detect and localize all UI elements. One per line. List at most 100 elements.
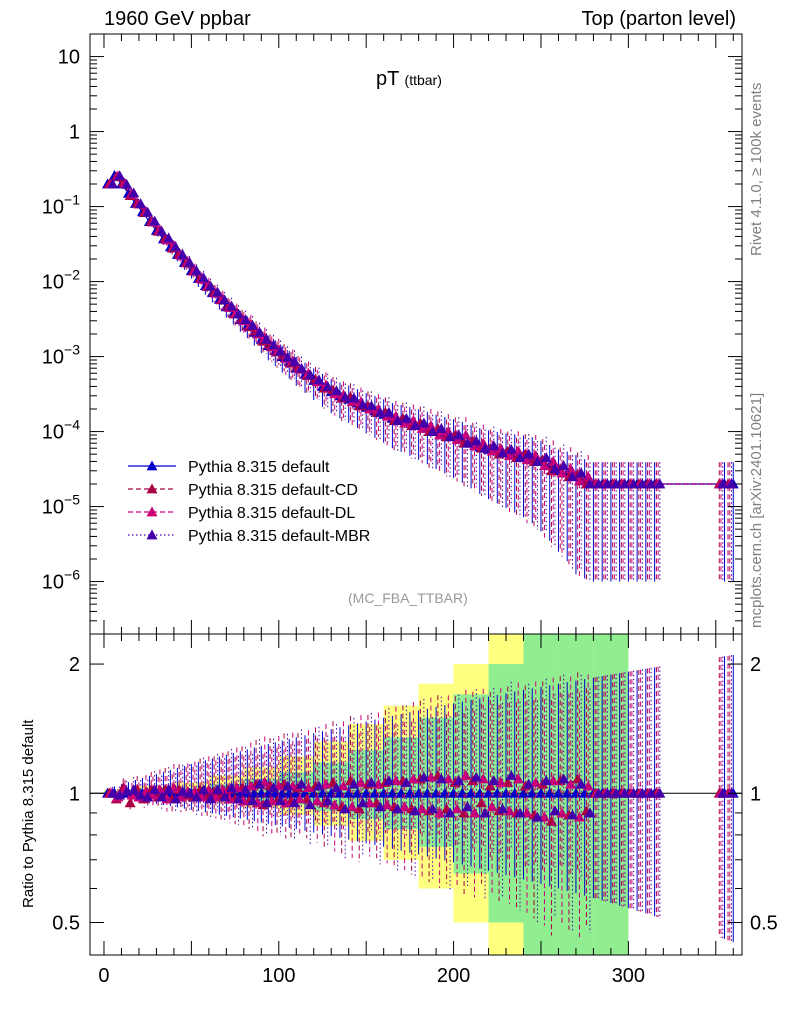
- ratio-point: [329, 799, 341, 810]
- ratio-y-tick-label: 2: [69, 654, 80, 676]
- data-point: [247, 319, 259, 330]
- ratio-point: [486, 801, 498, 812]
- data-point: [470, 435, 482, 446]
- data-point: [479, 442, 491, 453]
- y-tick-label: 10−1: [42, 192, 80, 219]
- data-point: [383, 406, 395, 417]
- chart-title-main: pT: [376, 68, 399, 90]
- ratio-point: [547, 775, 559, 786]
- data-point: [566, 471, 578, 482]
- x-tick-label: 300: [612, 965, 645, 987]
- ratio-point: [233, 793, 245, 804]
- data-point: [460, 429, 472, 440]
- y-tick-label: 10−2: [42, 267, 80, 294]
- ratio-series-group: [101, 654, 739, 943]
- ratio-point: [540, 775, 552, 786]
- ratio-point: [500, 787, 512, 798]
- legend-label: Pythia 8.315 default-DL: [188, 505, 355, 522]
- ratio-point: [355, 776, 367, 787]
- ratio-point: [205, 793, 217, 804]
- ratio-point: [491, 787, 503, 798]
- data-point: [170, 241, 182, 252]
- ratio-point: [135, 789, 147, 800]
- ratio-point: [444, 807, 456, 818]
- ratio-point: [488, 775, 500, 786]
- data-point: [523, 448, 535, 459]
- x-tick-label: 100: [262, 965, 295, 987]
- ratio-point: [434, 807, 446, 818]
- ratio-point: [535, 787, 547, 798]
- ratio-point: [184, 787, 196, 798]
- data-point: [409, 420, 421, 431]
- ratio-point: [163, 784, 175, 794]
- data-point: [177, 249, 189, 260]
- ratio-point: [386, 787, 398, 798]
- ratio-point: [234, 787, 246, 798]
- ratio-point: [549, 805, 561, 816]
- data-point: [226, 300, 238, 311]
- ratio-point: [383, 775, 395, 786]
- ratio-point: [484, 780, 496, 791]
- ratio-point: [374, 801, 386, 812]
- data-point: [538, 460, 550, 471]
- data-point: [348, 392, 360, 403]
- ratio-point: [149, 784, 161, 794]
- ratio-point: [435, 773, 447, 784]
- data-point: [505, 443, 517, 454]
- ratio-point: [579, 787, 591, 798]
- data-point: [418, 417, 430, 428]
- ratio-point: [521, 807, 533, 818]
- ratio-point: [282, 780, 294, 791]
- ratio-point: [254, 778, 266, 789]
- ratio-point: [357, 797, 369, 808]
- data-point: [121, 178, 133, 189]
- y-tick-label: 10: [58, 47, 80, 69]
- ratio-point: [409, 805, 421, 816]
- ratio-point: [530, 776, 542, 787]
- ratio-point: [425, 771, 437, 782]
- ratio-point: [518, 787, 530, 798]
- ratio-point: [365, 776, 377, 787]
- data-point: [365, 400, 377, 411]
- data-point: [184, 256, 196, 267]
- data-point: [212, 286, 224, 297]
- ratio-point: [628, 787, 640, 798]
- ratio-point: [248, 787, 260, 798]
- data-point: [156, 225, 168, 236]
- ratio-point: [407, 773, 419, 784]
- data-point: [191, 265, 203, 276]
- y-tick-label: 10−4: [42, 417, 80, 444]
- ratio-point: [339, 803, 351, 814]
- ratio-point: [400, 776, 412, 787]
- x-tick-label: 0: [98, 965, 109, 987]
- data-point: [198, 272, 210, 283]
- data-point: [726, 478, 738, 489]
- ratio-point: [276, 787, 288, 798]
- ratio-point: [364, 797, 376, 808]
- x-tick-label: 200: [437, 965, 470, 987]
- ratio-point: [346, 801, 358, 812]
- ratio-point: [219, 791, 231, 802]
- data-point: [330, 385, 342, 396]
- ratio-point: [275, 795, 287, 806]
- legend-label: Pythia 8.315 default-MBR: [188, 528, 370, 545]
- data-point: [619, 478, 631, 489]
- ratio-point: [126, 789, 138, 800]
- data-point: [219, 294, 231, 305]
- data-point: [558, 460, 570, 471]
- ratio-point: [299, 787, 311, 798]
- ratio-point: [247, 795, 259, 806]
- data-point: [268, 339, 280, 350]
- ratio-point: [465, 787, 477, 798]
- analysis-tag: (MC_FBA_TTBAR): [348, 590, 468, 606]
- ratio-point: [421, 787, 433, 798]
- ratio-point: [448, 787, 460, 798]
- ratio-point: [392, 803, 404, 814]
- ratio-point: [322, 795, 334, 806]
- ratio-ylabel: Ratio to Pythia 8.315 default: [20, 719, 37, 908]
- ratio-point: [575, 778, 587, 789]
- ratio-point: [476, 797, 488, 808]
- ratio-point: [462, 801, 474, 812]
- data-point: [205, 280, 217, 291]
- ratio-point: [470, 771, 482, 782]
